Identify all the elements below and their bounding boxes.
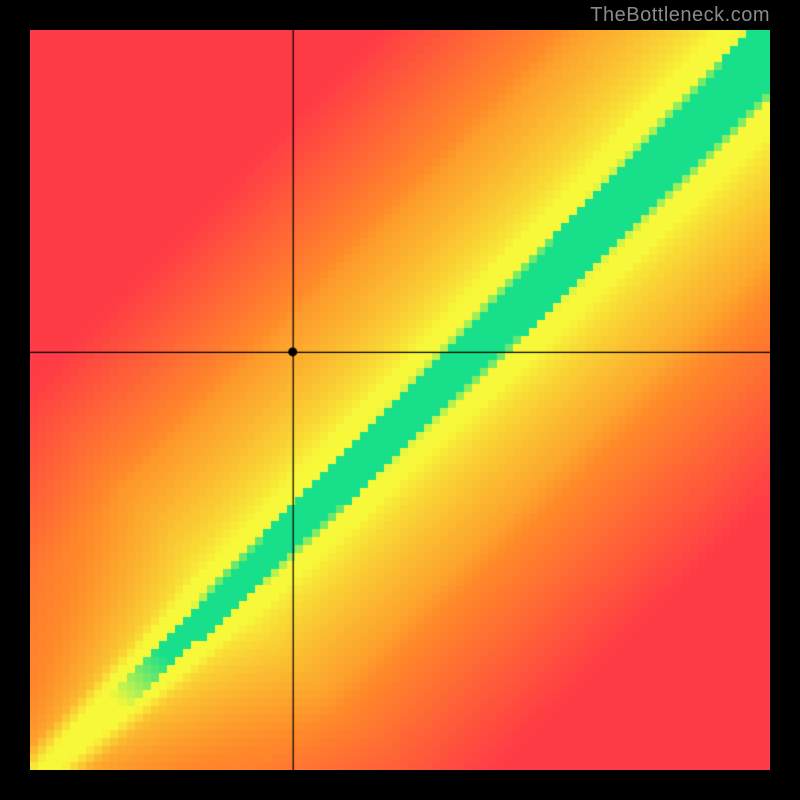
heatmap-canvas bbox=[30, 30, 770, 770]
heatmap-plot-area bbox=[30, 30, 770, 770]
watermark-text: TheBottleneck.com bbox=[590, 4, 770, 27]
